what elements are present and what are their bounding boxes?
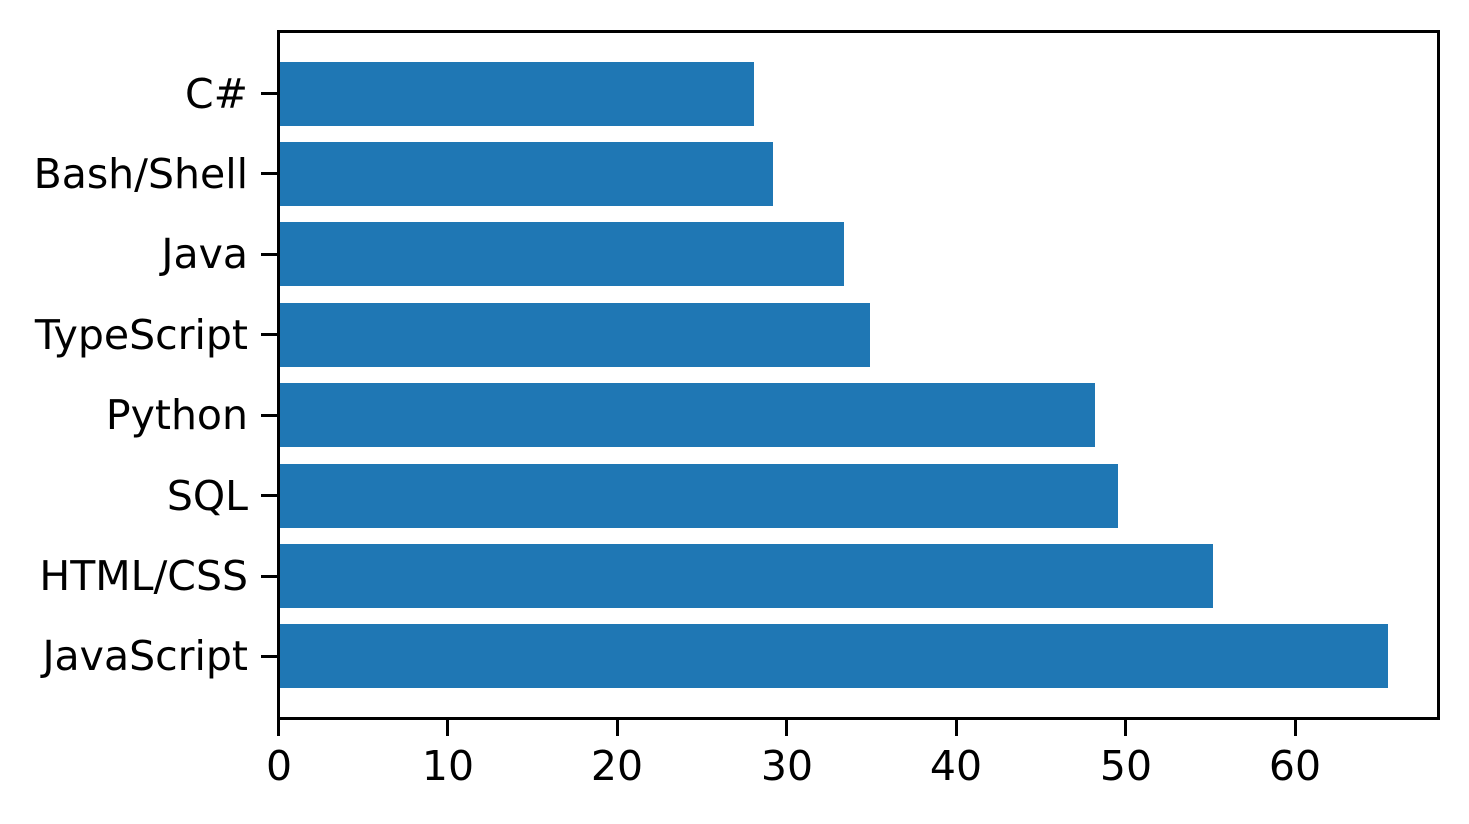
x-tick-mark [785, 720, 788, 736]
y-tick-label-java: Java [161, 230, 248, 278]
y-tick-label-javascript: JavaScript [42, 632, 248, 680]
y-tick-mark [261, 253, 277, 256]
bar-typescript [280, 303, 870, 367]
bar-c [280, 62, 754, 126]
y-tick-mark [261, 92, 277, 95]
bar-java [280, 222, 844, 286]
y-tick-label-bash-shell: Bash/Shell [33, 150, 248, 198]
x-tick-label-40: 40 [929, 742, 983, 790]
y-tick-mark [261, 575, 277, 578]
y-tick-mark [261, 333, 277, 336]
y-tick-label-sql: SQL [166, 472, 248, 520]
x-tick-mark [955, 720, 958, 736]
x-tick-label-20: 20 [590, 742, 644, 790]
bar-python [280, 383, 1095, 447]
y-tick-label-html-css: HTML/CSS [39, 552, 248, 600]
bar-javascript [280, 624, 1388, 688]
y-tick-label-python: Python [105, 391, 248, 439]
x-tick-label-60: 60 [1268, 742, 1322, 790]
x-tick-label-30: 30 [760, 742, 814, 790]
y-tick-label-typescript: TypeScript [34, 311, 248, 359]
y-tick-label-c: C# [185, 70, 248, 118]
y-tick-mark [261, 494, 277, 497]
x-tick-mark [277, 720, 280, 736]
bar-bash-shell [280, 142, 773, 206]
x-tick-mark [1294, 720, 1297, 736]
y-tick-mark [261, 414, 277, 417]
bar-sql [280, 464, 1118, 528]
y-tick-mark [261, 655, 277, 658]
x-tick-label-0: 0 [265, 742, 293, 790]
bar-html-css [280, 544, 1213, 608]
x-tick-mark [1124, 720, 1127, 736]
x-tick-mark [616, 720, 619, 736]
x-tick-label-10: 10 [421, 742, 475, 790]
x-tick-label-50: 50 [1099, 742, 1153, 790]
y-tick-mark [261, 172, 277, 175]
x-tick-mark [446, 720, 449, 736]
plot-area [277, 30, 1440, 720]
